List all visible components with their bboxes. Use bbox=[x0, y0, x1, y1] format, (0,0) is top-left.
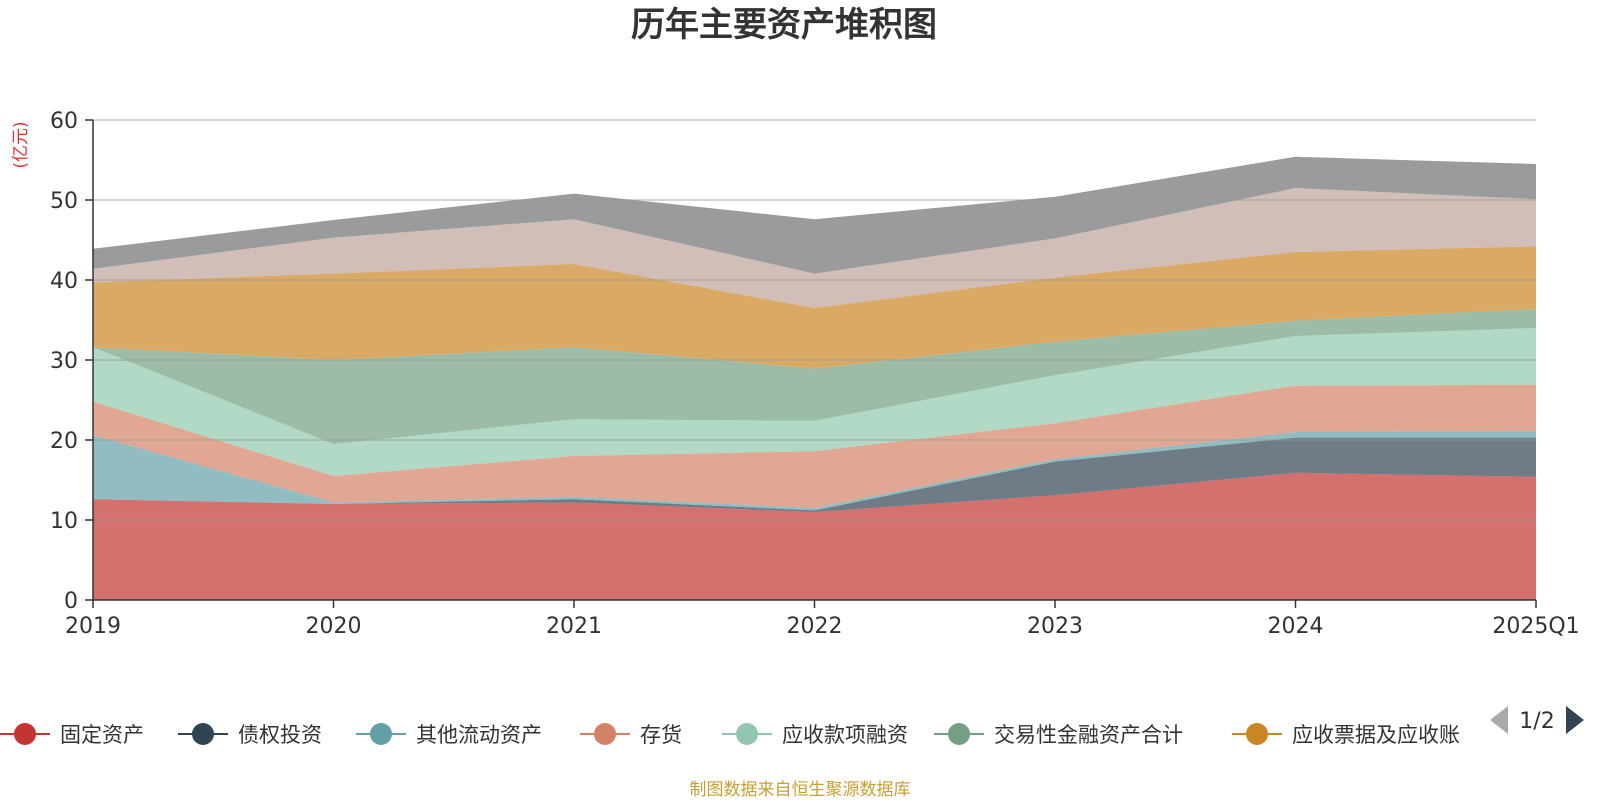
x-tick-label: 2019 bbox=[65, 614, 121, 639]
y-tick-label: 50 bbox=[50, 189, 78, 214]
y-tick-label: 40 bbox=[50, 269, 78, 294]
legend-item[interactable]: 固定资产 bbox=[0, 723, 144, 747]
gridlines bbox=[93, 119, 1536, 521]
chart-title: 历年主要资产堆积图 bbox=[631, 5, 937, 45]
y-tick-label: 30 bbox=[50, 349, 78, 374]
data-source-note: 制图数据来自恒生聚源数据库 bbox=[690, 780, 911, 800]
area-series-5 bbox=[93, 328, 1536, 476]
x-tick-label: 2022 bbox=[787, 614, 843, 639]
axes: 0 10 20 30 40 50 60 2019 2020 2021 2022 2023 2024 202… bbox=[50, 109, 1580, 639]
area-series-2 bbox=[93, 437, 1536, 512]
legend-item[interactable]: 应收票据及应收账 bbox=[1232, 723, 1460, 747]
y-tick-label: 10 bbox=[50, 509, 78, 534]
legend-item[interactable]: 交易性金融资产合计 bbox=[934, 723, 1183, 747]
legend-pager: 1/2 bbox=[1490, 706, 1584, 734]
legend-item-label: 交易性金融资产合计 bbox=[994, 723, 1183, 747]
legend-item-label: 其他流动资产 bbox=[416, 723, 542, 747]
legend-item-label: 应收票据及应收账 bbox=[1292, 723, 1460, 747]
x-tick-label: 2023 bbox=[1027, 614, 1083, 639]
x-tick-label: 2025Q1 bbox=[1492, 614, 1579, 639]
x-tick-label: 2021 bbox=[546, 614, 602, 639]
legend-marker-icon bbox=[370, 723, 392, 745]
legend: 固定资产 债权投资 其他流动资产 存货 应收款项融资 交易性金融资产合计 应收票据及应收账 bbox=[0, 723, 1460, 747]
legend-item-label: 存货 bbox=[640, 723, 682, 747]
x-tick-label: 2024 bbox=[1268, 614, 1324, 639]
area-series-8 bbox=[93, 188, 1536, 308]
y-tick-label: 20 bbox=[50, 429, 78, 454]
legend-marker-icon bbox=[948, 723, 970, 745]
area-series-1 bbox=[93, 472, 1536, 600]
legend-next-arrow-icon[interactable] bbox=[1566, 706, 1584, 734]
x-tick-label: 2020 bbox=[306, 614, 362, 639]
legend-marker-icon bbox=[1246, 723, 1268, 745]
legend-page-indicator: 1/2 bbox=[1519, 709, 1554, 734]
legend-item[interactable]: 存货 bbox=[580, 723, 682, 747]
legend-item[interactable]: 应收款项融资 bbox=[722, 723, 908, 747]
area-series-group bbox=[93, 156, 1536, 600]
legend-item-label: 应收款项融资 bbox=[782, 723, 908, 747]
y-tick-label: 0 bbox=[64, 589, 78, 614]
y-axis-unit-label: (亿元) bbox=[11, 121, 31, 168]
legend-item[interactable]: 其他流动资产 bbox=[356, 723, 542, 747]
legend-marker-icon bbox=[14, 723, 36, 745]
legend-marker-icon bbox=[192, 723, 214, 745]
legend-item-label: 债权投资 bbox=[238, 723, 322, 747]
legend-marker-icon bbox=[594, 723, 616, 745]
area-series-7 bbox=[93, 246, 1536, 369]
legend-marker-icon bbox=[736, 723, 758, 745]
y-tick-label: 60 bbox=[50, 109, 78, 134]
area-series-9 bbox=[93, 156, 1536, 274]
legend-item-label: 固定资产 bbox=[60, 723, 144, 747]
legend-item[interactable]: 债权投资 bbox=[178, 723, 322, 747]
legend-prev-arrow-icon[interactable] bbox=[1490, 706, 1508, 734]
area-series-6 bbox=[93, 308, 1536, 444]
area-series-4 bbox=[93, 384, 1536, 508]
